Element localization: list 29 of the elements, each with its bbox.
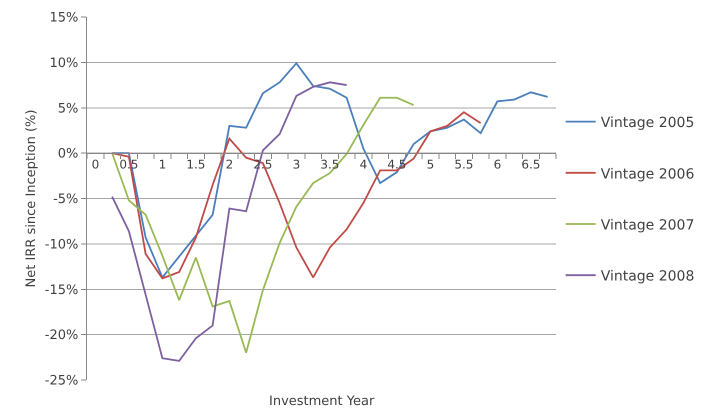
y-tick-label: 15% (49, 10, 78, 26)
legend-label: Vintage 2007 (600, 217, 694, 234)
y-tick-label: 0% (58, 146, 78, 162)
x-tick-label: 0 (92, 158, 100, 172)
x-tick-label: 6.5 (521, 158, 540, 172)
y-tick-label: 5% (58, 101, 78, 116)
x-tick-label: 3 (292, 158, 300, 172)
y-tick-label: -15% (44, 282, 78, 298)
x-tick-label: 1 (158, 158, 166, 172)
x-tick-label: 4 (360, 158, 368, 172)
line-series (111, 62, 549, 278)
y-axis-title: Net IRR since Inception (%) (24, 110, 39, 288)
x-tick-label: 6 (494, 158, 502, 172)
legend-label: Vintage 2005 (600, 115, 694, 132)
y-tick-label: 10% (49, 56, 78, 71)
x-tick-label: 5.5 (454, 158, 474, 172)
y-tick-label: -20% (44, 328, 78, 344)
y-tick-label: -5% (53, 192, 78, 208)
legend-label: Vintage 2006 (600, 166, 694, 182)
x-axis-title: Investment Year (269, 394, 375, 409)
legend-label: Vintage 2008 (600, 268, 694, 285)
y-tick-label: -25% (44, 374, 78, 389)
x-tick-label: 2 (226, 158, 234, 172)
x-tick-label: 5 (426, 158, 434, 172)
x-tick-label: 1.5 (186, 158, 206, 172)
line-series (111, 111, 482, 280)
line-series (111, 81, 348, 362)
line-series (111, 96, 415, 354)
y-tick-label: -10% (44, 237, 78, 252)
